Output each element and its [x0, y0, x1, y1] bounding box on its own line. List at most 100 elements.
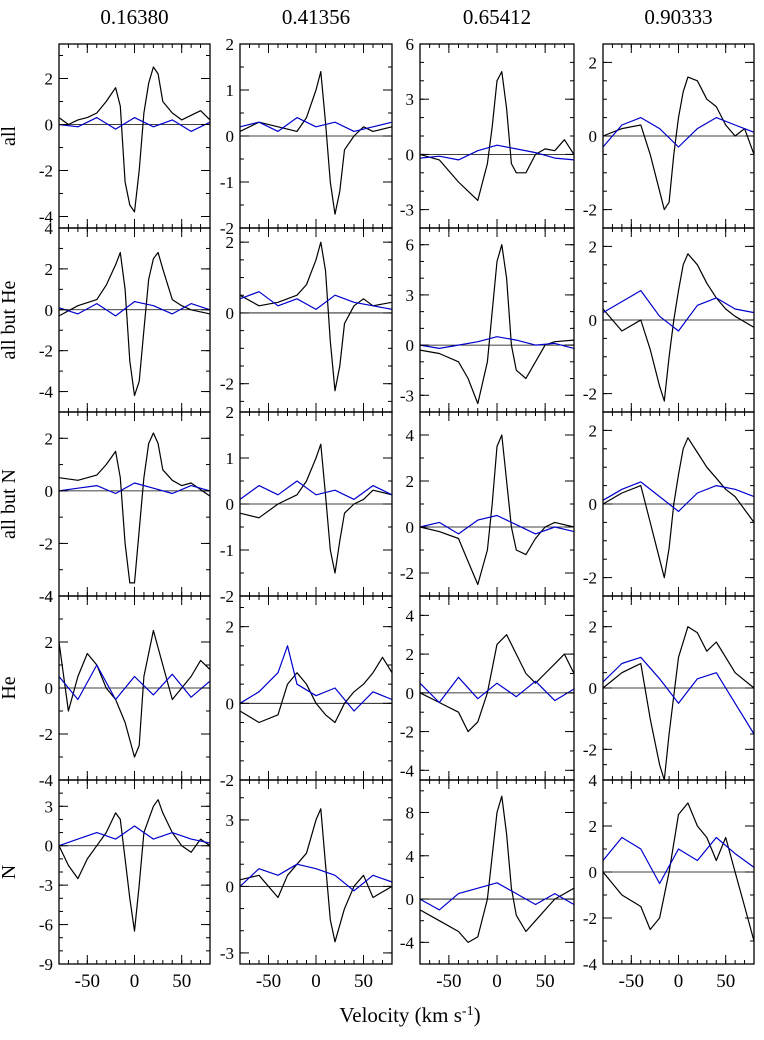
- y-tick-label: 4: [406, 426, 415, 445]
- y-tick-label: -4: [583, 955, 598, 974]
- y-tick-label: 3: [226, 811, 235, 830]
- y-tick-label: 4: [406, 847, 415, 866]
- y-tick-label: -4: [400, 761, 415, 780]
- panel-r4-c0: -50 0 50 -9 -6 -3 0 3: [39, 779, 211, 992]
- y-tick-label: 0: [406, 145, 415, 164]
- series-blue-line: [419, 676, 575, 704]
- panel-frame: [419, 595, 575, 781]
- y-tick-label: -2: [220, 375, 234, 394]
- y-tick-label: 0: [406, 336, 415, 355]
- row-label-2: all but N: [0, 469, 20, 539]
- panel-r0-c3: -2 0 2: [583, 43, 755, 229]
- panel-frame: [419, 779, 575, 965]
- panels-layer: -4-202-2-1012-3036-202-4-2024-202-3036-2…: [39, 35, 755, 992]
- series-black-line: [602, 253, 755, 402]
- y-tick-label: -3: [220, 944, 234, 963]
- y-tick-label: -1: [220, 541, 234, 560]
- series-black-line: [58, 251, 211, 397]
- x-tick-label: -50: [436, 971, 461, 992]
- y-tick-label: -4: [400, 933, 415, 952]
- y-tick-label: 0: [226, 304, 235, 323]
- y-tick-label: 3: [406, 286, 415, 305]
- panel-frame: [58, 43, 211, 229]
- panel-frame: [419, 43, 575, 229]
- y-tick-label: -2: [583, 569, 597, 588]
- labels-layer: 0.16380 0.41356 0.65412 0.90333 all all but H…: [0, 5, 713, 879]
- series-black-line: [239, 656, 393, 724]
- series-blue-line: [602, 116, 755, 148]
- y-tick-label: -3: [39, 876, 53, 895]
- y-tick-label: 6: [406, 35, 415, 54]
- panel-r3-c2: -4 -2 0 2 4: [400, 595, 575, 781]
- series-black-line: [58, 799, 211, 932]
- series-black-line: [602, 76, 755, 211]
- y-tick-label: -2: [583, 385, 597, 404]
- y-tick-label: 2: [406, 645, 415, 664]
- x-tick-label: -50: [256, 971, 281, 992]
- series-blue-line: [239, 480, 393, 500]
- series-black-line: [419, 244, 575, 405]
- panel-r2-c1: -2 -1 0 1 2: [220, 403, 393, 606]
- series-blue-line: [58, 301, 211, 317]
- series-blue-line: [58, 664, 211, 701]
- panel-frame: [419, 227, 575, 413]
- y-tick-label: 4: [406, 606, 415, 625]
- panel-r0-c1: -2 -1 0 1 2: [220, 35, 393, 238]
- series-blue-line: [419, 336, 575, 349]
- panel-r3-c0: -4 -2 0 2 4: [39, 587, 211, 790]
- series-blue-line: [58, 116, 211, 132]
- row-label-4: N: [0, 865, 20, 879]
- x-axis-label: Velocity (km s-1): [339, 1003, 480, 1027]
- y-tick-label: 2: [45, 633, 54, 652]
- series-blue-line: [239, 645, 393, 712]
- y-tick-label: 0: [589, 495, 598, 514]
- x-tick-label: 0: [492, 971, 502, 992]
- y-tick-label: 1: [226, 449, 235, 468]
- series-blue-line: [58, 825, 211, 847]
- y-tick-label: 0: [45, 116, 54, 135]
- panel-r0-c0: -4 -2 0 2: [39, 43, 211, 229]
- y-tick-label: 2: [589, 817, 598, 836]
- series-blue-line: [419, 882, 575, 911]
- panel-frame: [58, 411, 211, 597]
- series-black-line: [419, 70, 575, 201]
- panel-r3-c3: -2 0 2: [583, 595, 755, 781]
- y-tick-label: -2: [39, 342, 53, 361]
- y-tick-label: -2: [39, 534, 53, 553]
- y-tick-label: -3: [400, 201, 414, 220]
- y-tick-label: 0: [226, 877, 235, 896]
- series-black-line: [239, 70, 393, 215]
- x-tick-label: -50: [619, 971, 644, 992]
- series-black-line: [239, 808, 393, 943]
- series-blue-line: [602, 290, 755, 332]
- y-tick-label: 2: [45, 429, 54, 448]
- x-axis-label-close: ): [474, 1003, 481, 1027]
- series-blue-line: [239, 291, 393, 310]
- y-tick-label: 6: [406, 236, 415, 255]
- x-axis-label-sup: -1: [462, 1004, 474, 1019]
- y-tick-label: -2: [39, 162, 53, 181]
- y-tick-label: 3: [406, 90, 415, 109]
- y-tick-label: 0: [406, 518, 415, 537]
- panel-r2-c2: -2 0 2 4: [400, 411, 575, 597]
- panel-r1-c1: -2 0 2: [220, 227, 393, 413]
- series-blue-line: [419, 514, 575, 535]
- y-tick-label: 2: [226, 618, 235, 637]
- x-tick-label: 0: [311, 971, 321, 992]
- y-tick-label: 0: [406, 890, 415, 909]
- series-blue-line: [419, 144, 575, 161]
- y-tick-label: 2: [589, 53, 598, 72]
- x-tick-label: 0: [674, 971, 684, 992]
- column-header-2: 0.65412: [463, 5, 531, 29]
- panel-r1-c0: -4 -2 0 2 4: [39, 219, 211, 413]
- panel-r1-c3: -2 0 2: [583, 227, 755, 413]
- y-tick-label: 0: [589, 127, 598, 146]
- y-tick-label: 0: [406, 684, 415, 703]
- y-tick-label: 0: [589, 679, 598, 698]
- series-black-line: [419, 795, 575, 944]
- y-tick-label: -2: [220, 219, 234, 238]
- y-tick-label: -4: [39, 208, 54, 227]
- y-tick-label: 0: [589, 311, 598, 330]
- y-tick-label: -2: [583, 909, 597, 928]
